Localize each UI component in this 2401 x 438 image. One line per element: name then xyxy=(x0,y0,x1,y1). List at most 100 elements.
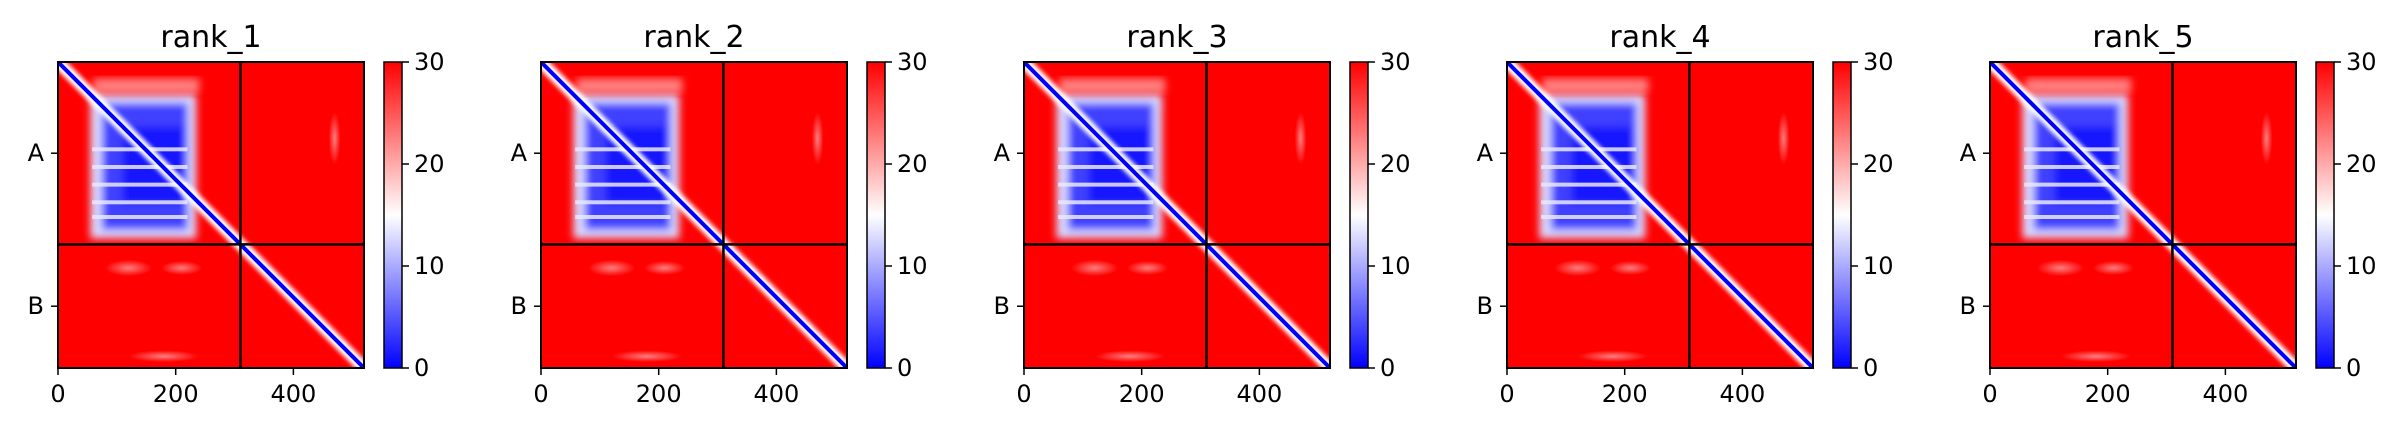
stripe xyxy=(92,182,188,187)
stripe xyxy=(575,200,671,205)
stripe xyxy=(1058,200,1154,205)
panel-title: rank_2 xyxy=(643,20,744,55)
low-confidence-blob xyxy=(1126,260,1169,276)
low-confidence-blob xyxy=(1577,350,1649,363)
colorbar-tick-label: 20 xyxy=(2346,150,2377,178)
colorbar-tick-label: 10 xyxy=(1380,252,1411,280)
colorbar-tick-label: 10 xyxy=(414,252,445,280)
colorbar xyxy=(1349,61,1369,369)
colorbar-tick-label: 30 xyxy=(414,48,445,76)
x-tick-label: 400 xyxy=(2202,380,2248,408)
stripe xyxy=(575,164,671,169)
y-tick-label: B xyxy=(28,292,44,320)
stripe xyxy=(2024,164,2120,169)
x-tick-label: 0 xyxy=(1982,380,1997,408)
diagonal xyxy=(1507,62,1813,368)
y-tick-label: B xyxy=(994,292,1010,320)
low-confidence-blob xyxy=(2037,259,2085,277)
stripe xyxy=(1058,215,1154,219)
y-tick-label: A xyxy=(28,139,45,167)
heatmap-panel: rank_5 0 200 400 A B 0 10 20 30 xyxy=(1960,20,2377,408)
y-tick-label: B xyxy=(1960,292,1976,320)
y-tick-label: A xyxy=(1960,139,1977,167)
colorbar xyxy=(1832,61,1852,369)
heatmap-panel: rank_4 0 200 400 A B 0 10 20 30 xyxy=(1477,20,1894,408)
stripe xyxy=(2024,215,2120,219)
low-confidence-blob xyxy=(811,112,824,165)
y-tick-label: A xyxy=(994,139,1011,167)
colorbar-tick-label: 0 xyxy=(897,354,912,382)
heatmap-body xyxy=(1024,62,1330,368)
x-tick-label: 400 xyxy=(270,380,316,408)
panel-title: rank_4 xyxy=(1609,20,1710,55)
x-tick-label: 200 xyxy=(2085,380,2131,408)
colorbar-tick-label: 20 xyxy=(1380,150,1411,178)
colorbar-tick-label: 10 xyxy=(2346,252,2377,280)
halo-top xyxy=(1059,78,1166,93)
colorbar-tick-label: 30 xyxy=(897,48,928,76)
low-confidence-blob xyxy=(1777,112,1790,165)
heatmap-panel: rank_2 0 200 400 A B 0 10 20 30 xyxy=(511,20,928,408)
x-tick-label: 0 xyxy=(50,380,65,408)
heatmap-body xyxy=(541,62,847,368)
stripe xyxy=(575,215,671,219)
halo-top xyxy=(576,78,683,93)
stripe xyxy=(1541,182,1637,187)
axes-frame xyxy=(1989,61,2297,369)
low-confidence-blob xyxy=(328,112,341,165)
low-confidence-blob xyxy=(2260,112,2273,165)
x-tick-label: 0 xyxy=(1499,380,1514,408)
colorbar-tick-label: 30 xyxy=(1863,48,1894,76)
x-tick-label: 200 xyxy=(153,380,199,408)
colorbar-tick-label: 0 xyxy=(1380,354,1395,382)
colorbar-tick-label: 0 xyxy=(1863,354,1878,382)
stripe xyxy=(92,164,188,169)
colorbar-tick-label: 20 xyxy=(414,150,445,178)
colorbar xyxy=(2315,61,2335,369)
axes-frame xyxy=(1023,61,1331,369)
colorbar-tick-label: 30 xyxy=(2346,48,2377,76)
low-confidence-blob xyxy=(105,259,153,277)
colorbar-tick-label: 20 xyxy=(1863,150,1894,178)
stripe xyxy=(1541,200,1637,205)
colorbar-tick-label: 0 xyxy=(2346,354,2361,382)
low-confidence-blob xyxy=(1071,259,1119,277)
axes-frame xyxy=(57,61,365,369)
x-tick-label: 200 xyxy=(1602,380,1648,408)
stripe xyxy=(1058,182,1154,187)
stripe xyxy=(92,215,188,219)
low-confidence-blob xyxy=(2092,260,2135,276)
colorbar xyxy=(866,61,886,369)
y-tick-label: B xyxy=(511,292,527,320)
stripe xyxy=(1541,164,1637,169)
diagonal xyxy=(1024,62,1330,368)
low-confidence-blob xyxy=(2060,350,2132,363)
stripe xyxy=(2024,200,2120,205)
stripe xyxy=(1541,215,1637,219)
low-confidence-blob xyxy=(160,260,203,276)
stripe xyxy=(1058,164,1154,169)
panel-title: rank_1 xyxy=(160,20,261,55)
x-tick-label: 400 xyxy=(1719,380,1765,408)
y-tick-label: A xyxy=(1477,139,1494,167)
x-tick-label: 200 xyxy=(1119,380,1165,408)
colorbar xyxy=(383,61,403,369)
stripe xyxy=(575,182,671,187)
colorbar-tick-label: 0 xyxy=(414,354,429,382)
halo-top xyxy=(93,78,200,93)
low-confidence-blob xyxy=(1609,260,1652,276)
panel-title: rank_3 xyxy=(1126,20,1227,55)
heatmap-panel: rank_3 0 200 400 A B 0 10 20 30 xyxy=(994,20,1411,408)
y-tick-label: A xyxy=(511,139,528,167)
halo-top xyxy=(1542,78,1649,93)
heatmap-panel: rank_1 0 200 400 A B 0 10 20 30 xyxy=(28,20,445,408)
colorbar-tick-label: 10 xyxy=(1863,252,1894,280)
low-confidence-blob xyxy=(611,350,683,363)
y-tick-label: B xyxy=(1477,292,1493,320)
panel-title: rank_5 xyxy=(2092,20,2193,55)
colorbar-tick-label: 30 xyxy=(1380,48,1411,76)
low-confidence-blob xyxy=(128,350,200,363)
diagonal xyxy=(541,62,847,368)
low-confidence-blob xyxy=(1094,350,1166,363)
